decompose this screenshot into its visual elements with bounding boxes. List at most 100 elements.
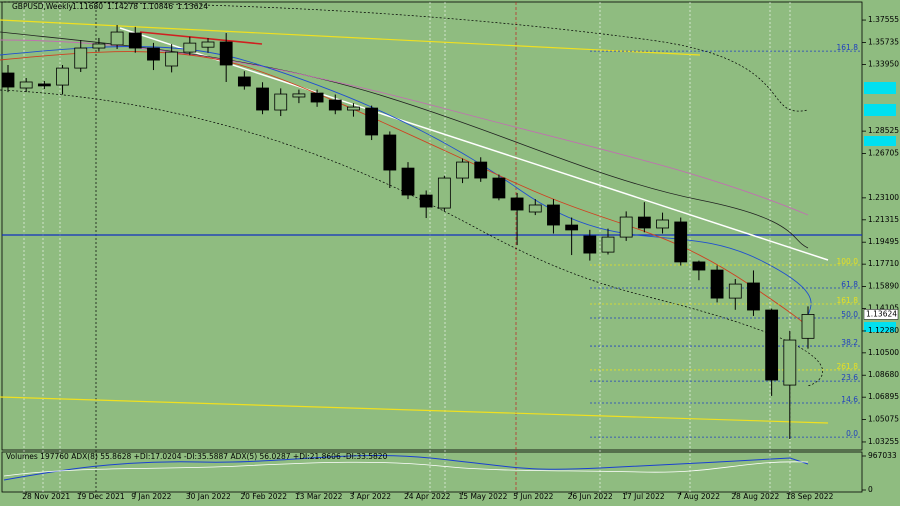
x-tick-label: 9 Jan 2022 [131,492,171,501]
x-tick-label: 15 May 2022 [459,492,508,501]
fib-label: 23.6 [841,373,858,382]
subwindow-frame [1,451,863,493]
candle-body [728,283,742,299]
candle-body [547,204,560,226]
y-tick-label: 1.33950 [868,59,899,68]
candle-body [347,106,360,111]
candle-body [147,47,160,61]
candle-body [256,87,269,111]
y-tick-label: 1.23100 [868,193,899,202]
y-tick-label: 1.17710 [868,259,899,268]
x-tick-label: 24 Apr 2022 [404,492,451,501]
moving-average [0,31,809,249]
candle-body [56,67,69,86]
moving-average [0,51,809,326]
candle-body [110,31,124,46]
candle-body [765,309,779,381]
candle-body [783,339,797,386]
chart-symbol: GBPUSD,Weekly [12,2,74,11]
candle-body [237,76,251,87]
band [0,1,809,112]
candle-body [365,107,379,136]
candle-body [474,161,488,179]
ohlc-value: 1.13624 [177,2,208,11]
x-tick-label: 5 Jun 2022 [513,492,554,501]
candle-body [510,197,524,211]
y-tick-label: 1.14105 [868,303,899,312]
x-tick-label: 17 Jul 2022 [622,492,665,501]
x-tick-label: 19 Dec 2021 [77,492,125,501]
candle-body [601,236,615,253]
candle-body [619,216,633,238]
candle-body [92,43,106,49]
last-price-box [863,309,899,320]
candle-body [201,41,215,48]
trend-line [139,31,263,45]
fib-label: 161.8 [837,296,859,305]
y-tick-label: 1.05075 [868,415,899,424]
candle-body [637,216,651,229]
y-tick-label: 1.26705 [868,149,899,158]
axis-highlight-boxes [864,82,896,332]
plot-frame [1,1,863,451]
y-tick-label: 1.19495 [868,237,899,246]
x-tick-label: 20 Feb 2022 [240,492,287,501]
fib-label: 14.6 [841,395,858,404]
x-tick-label: 28 Nov 2021 [22,492,70,501]
candle-body [692,261,706,271]
candle-body [565,224,579,231]
candle-body [310,92,324,103]
x-tick-label: 28 Aug 2022 [731,492,779,501]
y-tick-label: 1.08680 [868,370,899,379]
fib-label: 161.8 [837,43,859,52]
x-tick-label: 30 Jan 2022 [186,492,231,501]
indicator-label: Volumes 197760 ADX(8) 55.8628 +DI:17.020… [6,452,388,461]
ohlc-value: 1.14278 [107,2,138,11]
ohlc-value: 1.11680 [72,2,103,11]
x-tick-label: 7 Aug 2022 [677,492,720,501]
candle-body [456,161,469,179]
candle-body [528,204,542,213]
adx-line [3,461,809,477]
fib-label: 100.0 [837,257,859,266]
fib-label: 61.8 [841,280,858,289]
trend-line [119,27,829,261]
candle-body [37,83,51,87]
y-tick-label: 1.06895 [868,392,899,401]
x-tick-label: 3 Apr 2022 [349,492,391,501]
candle-body [492,177,506,199]
fib-label: 50.0 [841,310,858,319]
chart-ohlc: 1.11680 1.14278 1.10846 1.13624 [72,2,208,11]
y-tick-label: 1.15890 [868,282,899,291]
fib-label: 38.2 [841,338,858,347]
candle-body [219,41,233,66]
candle-body [747,282,760,311]
candle-body [1,72,15,88]
candle-body [801,314,815,339]
candle-body [401,167,415,196]
fib-label: 261.8 [837,362,859,371]
candle-body [183,42,197,53]
band [0,89,823,387]
candle-body [274,93,288,111]
candle-body [656,219,669,229]
x-tick-label: 26 Jun 2022 [568,492,613,501]
candle-body [383,134,397,171]
candle-body [437,177,451,209]
candle-body [328,99,342,111]
candle-body [19,81,33,89]
x-tick-label: 13 Mar 2022 [295,492,343,501]
adx-line [3,455,809,481]
last-price-label: 1.13624 [866,309,897,318]
candle-body [583,235,597,254]
y-tick-label: 1.10500 [868,348,899,357]
y-tick-label: 1.12280 [868,326,899,335]
y-tick-label: 1.28525 [868,126,899,135]
candle-body [419,194,433,208]
y-tick-label: 1.37555 [868,15,899,24]
x-tick-label: 18 Sep 2022 [786,492,834,501]
candle-body [128,32,142,49]
ohlc-value: 1.10846 [142,2,173,11]
